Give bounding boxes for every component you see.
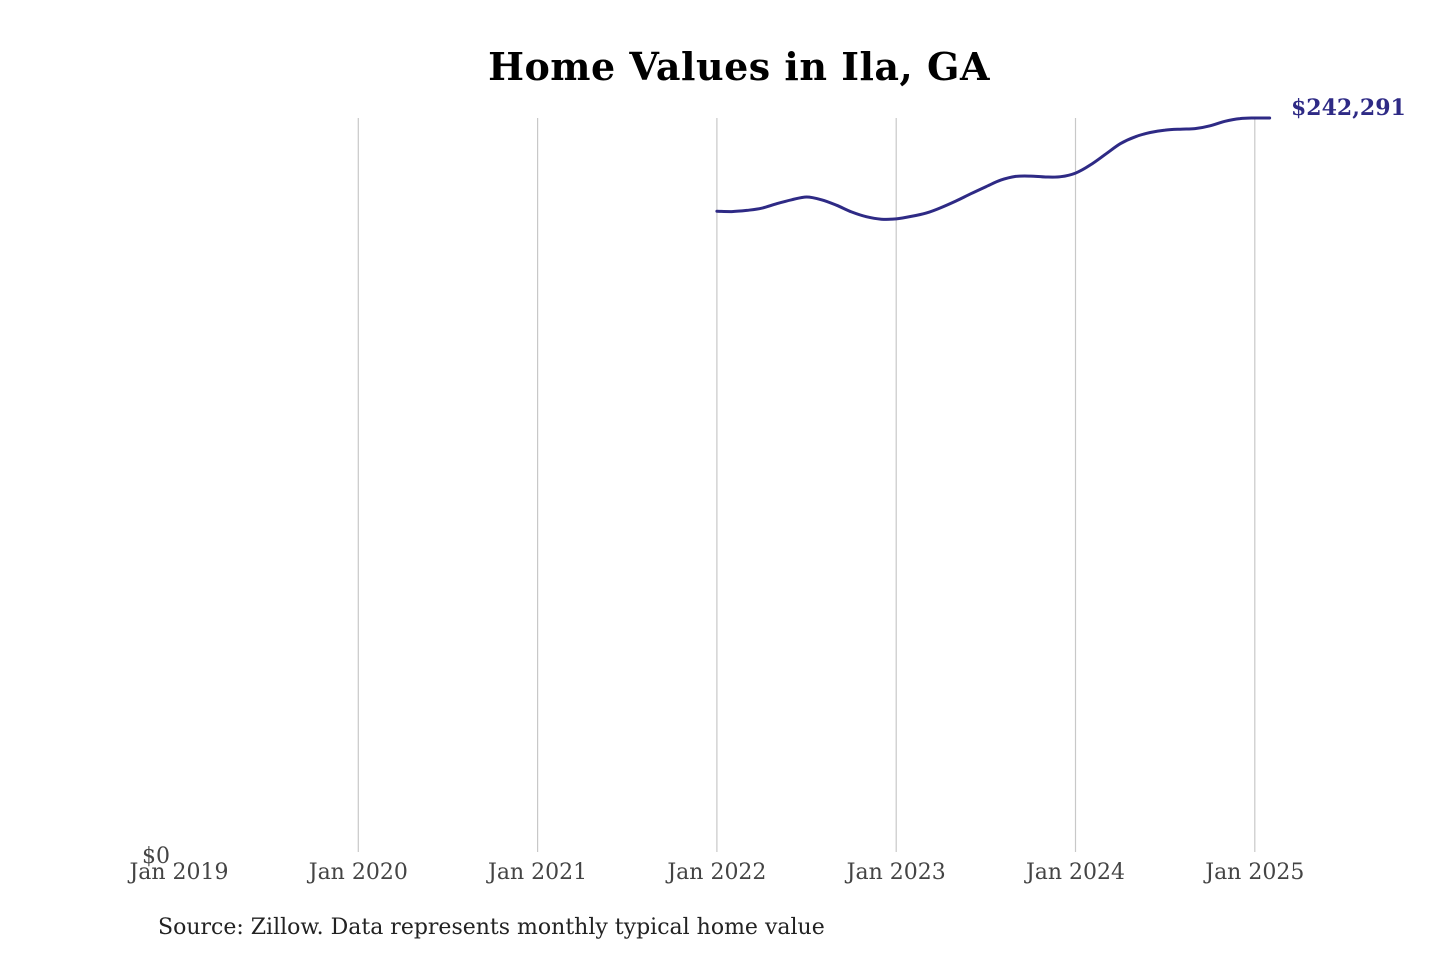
tick-labels: Jan 2019 Jan 2020 Jan 2021 Jan 2022 Jan 2023… xyxy=(127,95,1405,885)
end-value-label: $242,291 xyxy=(1291,95,1406,121)
x-tick-label: Jan 2021 xyxy=(486,860,587,885)
home-value-line xyxy=(715,116,1272,221)
chart-title: Home Values in Ila, GA xyxy=(488,44,990,89)
x-tick-label: Jan 2025 xyxy=(1203,860,1304,885)
x-tick-label: Jan 2024 xyxy=(1024,860,1125,885)
source-note: Source: Zillow. Data represents monthly … xyxy=(158,915,825,940)
x-tick-label: Jan 2020 xyxy=(307,860,408,885)
x-tick-label: Jan 2022 xyxy=(665,860,766,885)
gridlines xyxy=(357,118,1256,852)
y-tick-label: $0 xyxy=(142,844,170,869)
series-layer xyxy=(715,116,1272,221)
x-tick-label: Jan 2023 xyxy=(845,860,946,885)
x-tick-label: Jan 2019 xyxy=(127,860,228,885)
